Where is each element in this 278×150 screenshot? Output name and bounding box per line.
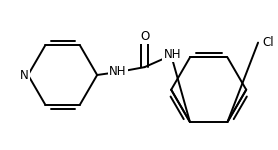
Text: NH: NH	[163, 48, 181, 61]
Text: O: O	[140, 30, 149, 43]
Text: N: N	[20, 69, 28, 81]
Text: NH: NH	[109, 64, 127, 78]
Text: Cl: Cl	[262, 36, 274, 49]
